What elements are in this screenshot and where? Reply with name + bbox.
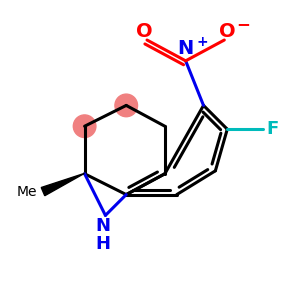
- Text: N: N: [178, 39, 194, 58]
- Text: F: F: [266, 120, 278, 138]
- Text: N: N: [95, 217, 110, 235]
- Text: +: +: [196, 34, 208, 49]
- Circle shape: [73, 115, 96, 137]
- Circle shape: [115, 94, 137, 117]
- Text: H: H: [95, 235, 110, 253]
- Text: O: O: [136, 22, 152, 40]
- Text: −: −: [237, 15, 250, 33]
- Text: O: O: [219, 22, 236, 40]
- Text: Me: Me: [16, 184, 37, 199]
- Polygon shape: [41, 173, 84, 196]
